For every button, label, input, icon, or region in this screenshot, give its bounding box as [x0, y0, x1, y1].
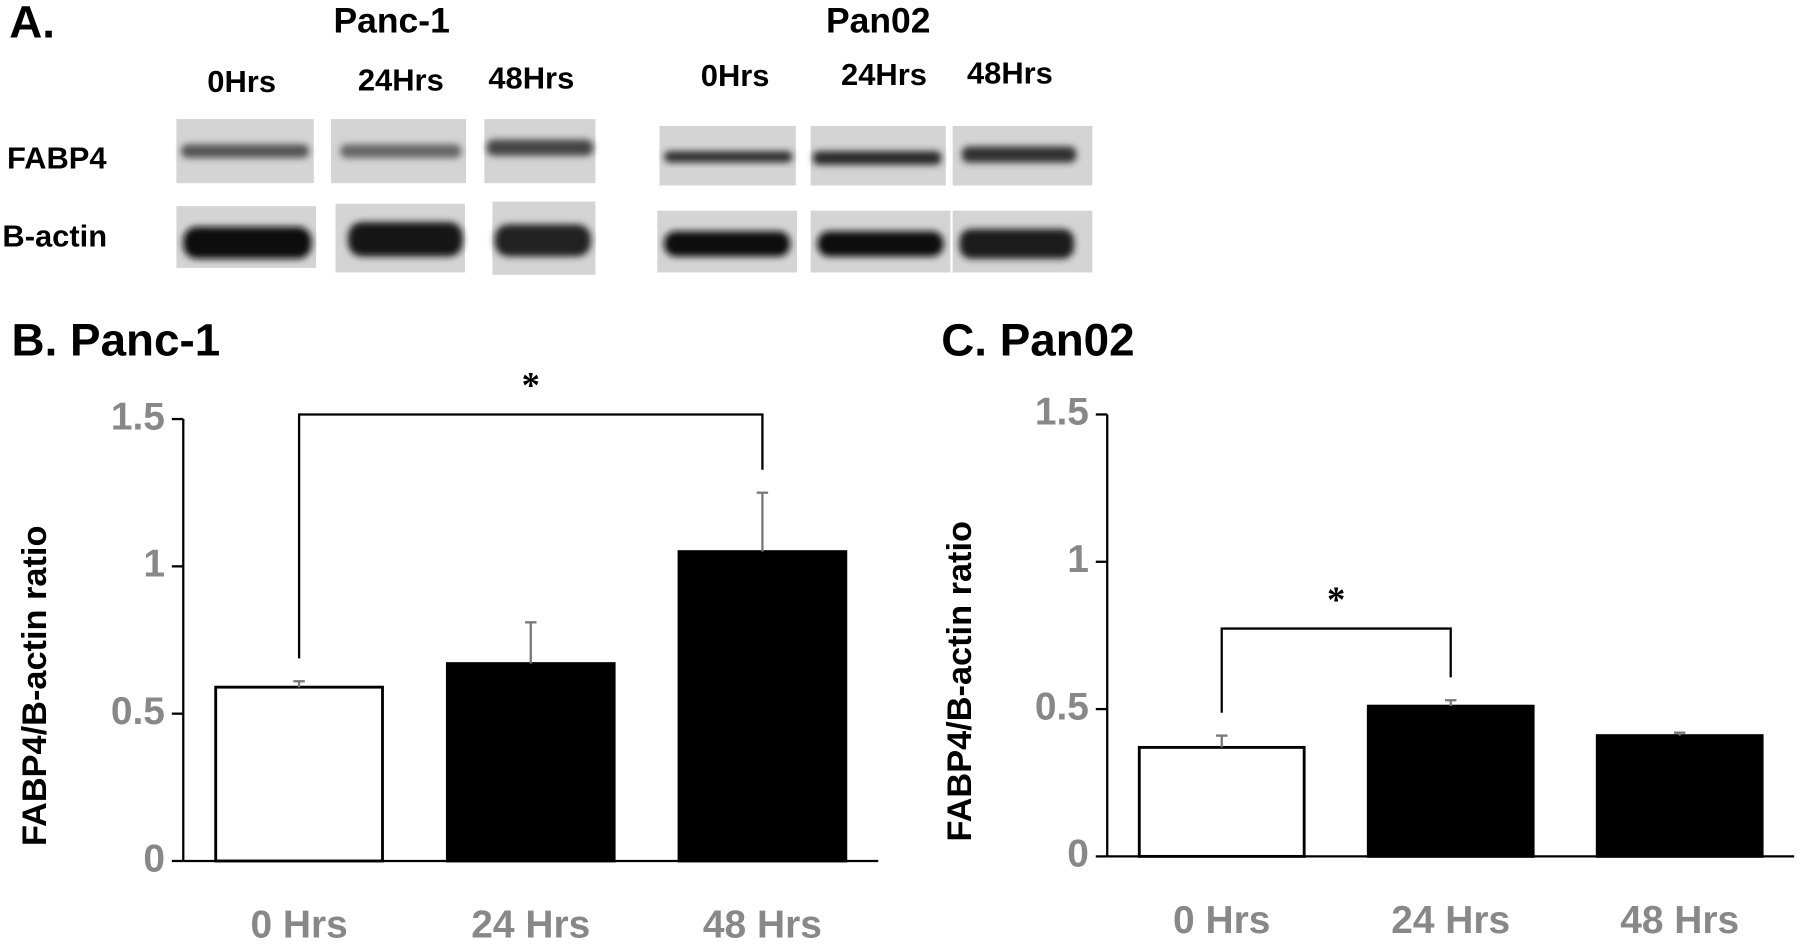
group-title: Pan02 [826, 0, 931, 40]
y-axis-title: FABP4/B-actin ratio [16, 526, 54, 846]
lane-label: 48Hrs [967, 56, 1053, 91]
bar [214, 685, 384, 863]
y-tick-label: 1 [1067, 538, 1089, 581]
x-tick-label: 0 Hrs [1173, 899, 1270, 942]
bar [1137, 745, 1306, 858]
significance-bracket [1220, 627, 1452, 713]
bar [677, 550, 848, 863]
y-tick-label: 0.5 [1035, 685, 1089, 728]
y-tick-label: 1.5 [1035, 391, 1089, 434]
y-axis-title: FABP4/B-actin ratio [941, 521, 979, 841]
group-title: Panc-1 [333, 0, 449, 40]
y-tick-label: 1 [143, 543, 165, 586]
y-tick-label: 1.5 [111, 395, 165, 438]
significance-label: * [1327, 579, 1345, 620]
x-tick-label: 48 Hrs [703, 904, 822, 947]
row-label: B-actin [2, 218, 107, 253]
significance-bracket [297, 413, 764, 659]
panel-a: A. Panc-1 Pan02 0Hrs 24Hrs 48Hrs 0Hrs 24… [2, 0, 1093, 275]
x-tick-label: 48 Hrs [1620, 899, 1739, 942]
chart-title: C. Pan02 [941, 315, 1134, 366]
lane-label: 24Hrs [841, 57, 927, 92]
significance-label: * [522, 365, 540, 406]
lane-label: 0Hrs [207, 64, 276, 99]
lane-label: 48Hrs [488, 60, 574, 95]
y-tick-label: 0 [1067, 833, 1089, 876]
bar [445, 662, 616, 863]
chart-title: B. Panc-1 [12, 315, 221, 366]
bar [1366, 704, 1535, 858]
row-label: FABP4 [7, 140, 107, 175]
y-tick-label: 0 [143, 837, 165, 880]
x-tick-label: 0 Hrs [250, 904, 347, 947]
x-tick-label: 24 Hrs [471, 904, 590, 947]
blots [176, 119, 1093, 275]
lane-label: 0Hrs [701, 58, 770, 93]
x-tick-label: 24 Hrs [1391, 899, 1510, 942]
panel-label: A. [9, 0, 55, 47]
y-tick-label: 0.5 [111, 690, 165, 733]
bar [1595, 734, 1764, 858]
lane-label: 24Hrs [358, 63, 444, 98]
